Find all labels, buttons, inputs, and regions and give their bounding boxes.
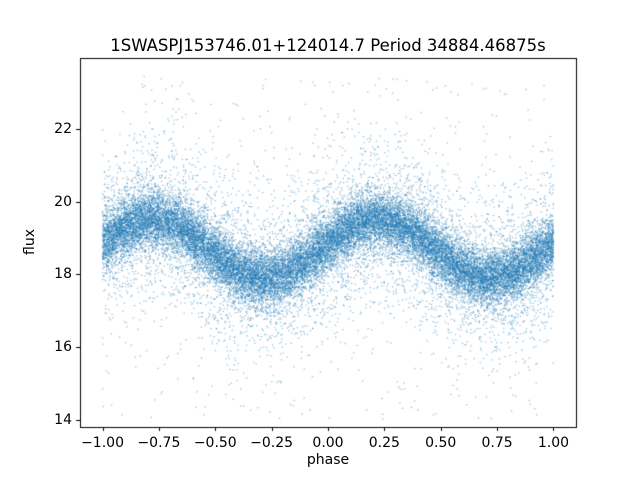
x-tick-label: 0.25 <box>368 435 400 451</box>
y-tick-label: 22 <box>54 120 72 137</box>
y-tick-label: 14 <box>54 411 72 428</box>
x-tick-label: 0.50 <box>425 435 457 451</box>
x-tick-label: −1.00 <box>81 435 124 451</box>
x-tick-label: −0.50 <box>193 435 237 451</box>
x-tick-label: 0.75 <box>481 435 513 451</box>
x-axis-label: phase <box>306 452 350 468</box>
y-axis-label: flux <box>22 229 38 255</box>
y-tick-label: 20 <box>54 193 72 210</box>
y-tick-label: 18 <box>54 266 72 283</box>
x-tick-label: 0.00 <box>312 435 344 451</box>
x-tick-label: −0.75 <box>137 435 181 451</box>
y-tick-label: 16 <box>54 339 72 356</box>
x-tick-label: −0.25 <box>250 435 294 451</box>
x-tick-label: 1.00 <box>537 435 570 451</box>
chart-title: 1SWASPJ153746.01+124014.7 Period 34884.4… <box>110 36 546 55</box>
